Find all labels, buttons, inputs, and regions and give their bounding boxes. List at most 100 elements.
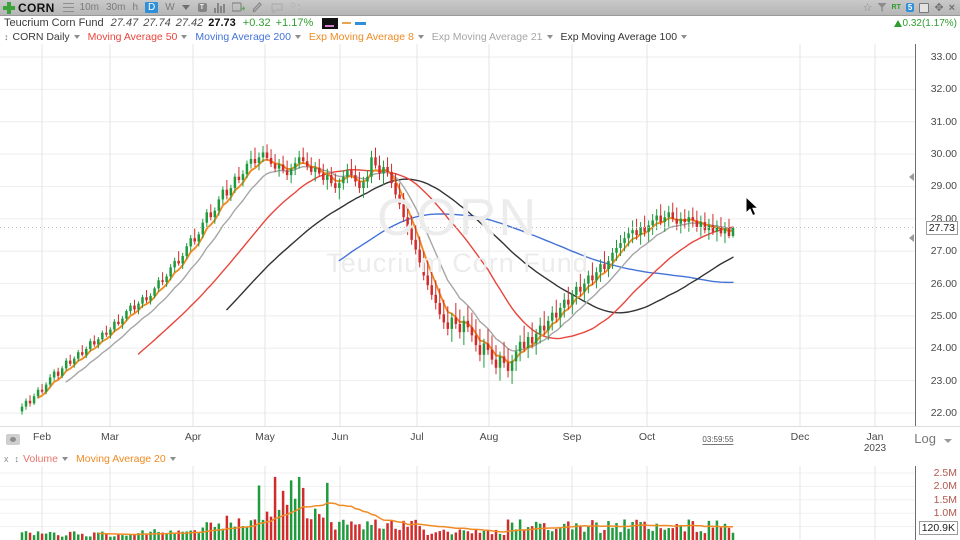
date-tick-label: Oct <box>638 431 656 443</box>
date-tick-label: Jun <box>331 431 349 443</box>
volume-axis[interactable]: 2.5M2.0M1.5M1.0M500.0K120.9K <box>915 466 960 540</box>
timeframe-10m[interactable]: 10m <box>79 2 99 13</box>
bar-chart-icon[interactable] <box>213 2 225 13</box>
date-tick-label: Jul <box>410 431 424 443</box>
volume-tick-label: 2.0M <box>933 480 957 493</box>
legend-symbol-label[interactable]: CORN Daily <box>12 31 70 43</box>
close-icon[interactable]: × <box>948 1 955 14</box>
chevron-down-icon[interactable] <box>546 35 553 39</box>
indicator-legend: ↕ CORN Daily Moving Average 50 Moving Av… <box>0 30 960 44</box>
text-tool-icon[interactable]: T <box>197 2 207 13</box>
price-tick-label: 23.00 <box>930 374 957 387</box>
timeframe-h[interactable]: h <box>132 2 139 13</box>
move-icon[interactable]: ✥ <box>934 2 944 14</box>
price-chart-svg <box>0 44 915 426</box>
titlebar-actions: ☆ RT 5 ✥ × <box>862 1 957 15</box>
price-tick-label: 30.00 <box>930 148 957 161</box>
volume-panel-header: x ↕ Volume Moving Average 20 <box>0 452 960 466</box>
volume-chart-pane[interactable]: 2.5M2.0M1.5M1.0M500.0K120.9K <box>0 466 960 540</box>
date-tick-label: Jan 2023 <box>863 431 887 454</box>
quote-last: 27.73 <box>208 17 236 29</box>
legend-ema8[interactable]: Exp Moving Average 8 <box>308 31 414 43</box>
snapshot-icon[interactable] <box>6 434 20 445</box>
quote-row: Teucrium Corn Fund 27.47 27.74 27.42 27.… <box>0 16 960 30</box>
quote-open: 27.47 <box>110 17 139 29</box>
date-tick-label: Sep <box>562 431 582 443</box>
timeframe-30m[interactable]: 30m <box>106 2 126 13</box>
legend-volume-ma20[interactable]: Moving Average 20 <box>76 453 166 465</box>
price-tick-label: 32.00 <box>930 83 957 96</box>
chevron-down-icon[interactable] <box>417 35 424 39</box>
updown-arrows-icon[interactable]: ↕ <box>14 454 20 464</box>
remove-volume-button[interactable]: x <box>4 454 9 464</box>
arrow-up-icon <box>893 19 902 27</box>
more-options-icon[interactable] <box>290 2 302 13</box>
quote-change: +0.32 <box>242 17 271 29</box>
price-tick-label: 26.00 <box>930 277 957 290</box>
date-tick-label: Feb <box>32 431 52 443</box>
window-titlebar: CORN 10m 30m h D W T ☆ RT 5 ✥ × <box>0 0 960 16</box>
price-tick-label: 22.00 <box>930 407 957 420</box>
price-tick-label: 31.00 <box>930 115 957 128</box>
quote-low: 27.42 <box>175 17 204 29</box>
updown-arrows-icon[interactable]: ↕ <box>4 32 9 42</box>
log-scale-button[interactable]: Log <box>914 431 936 446</box>
timeframe-d[interactable]: D <box>145 2 159 13</box>
date-tick-label: Mar <box>100 431 120 443</box>
date-tick-label: Aug <box>479 431 499 443</box>
date-tick-label: Dec <box>790 431 810 443</box>
color-swatch-blue <box>355 21 367 25</box>
draw-pencil-icon[interactable] <box>252 2 264 13</box>
annotation-icon[interactable] <box>271 2 283 13</box>
quote-high: 27.74 <box>143 17 171 29</box>
volume-chart-svg <box>0 466 915 540</box>
chevron-down-icon[interactable] <box>181 35 188 39</box>
chevron-down-icon[interactable] <box>681 35 688 39</box>
price-tick-label: 29.00 <box>930 180 957 193</box>
price-tick-label: 24.00 <box>930 342 957 355</box>
chevron-down-icon[interactable] <box>294 35 301 39</box>
quote-change-summary: 0.32(1.17%) <box>893 18 960 29</box>
chevron-down-icon[interactable] <box>181 5 190 10</box>
date-tick-label: Apr <box>184 431 202 443</box>
legend-volume[interactable]: Volume <box>23 453 59 465</box>
bar-countdown: 03:59:55 <box>702 435 734 445</box>
timeframe-w[interactable]: W <box>165 2 175 13</box>
filter-icon[interactable] <box>877 3 887 12</box>
color-swatch-black <box>322 17 339 29</box>
volume-tick-label: 2.5M <box>933 467 957 480</box>
symbol-title: CORN <box>18 0 55 15</box>
chevron-down-icon[interactable] <box>944 439 952 443</box>
price-tick-label: 33.00 <box>930 50 957 63</box>
quote-change-percent: +1.17% <box>275 17 314 29</box>
date-axis[interactable]: Feb Mar Apr May Jun Jul Aug Sep Oct Dec Jan 2023 03… <box>0 426 960 454</box>
current-price-tag: 27.73 <box>925 220 958 235</box>
add-icon[interactable] <box>3 1 15 14</box>
favorite-star-icon[interactable]: ☆ <box>862 2 873 14</box>
price-tick-label: 27.00 <box>930 245 957 258</box>
price-chart-pane[interactable]: CORN Teucrium Corn Fund 33.00 32.00 31.00 3… <box>0 44 960 426</box>
date-tick-label: May <box>255 431 275 443</box>
legend-ema21[interactable]: Exp Moving Average 21 <box>431 31 543 43</box>
add-indicator-icon[interactable] <box>231 2 245 13</box>
chevron-down-icon[interactable] <box>169 457 176 461</box>
volume-tick-label: 1.0M <box>933 507 957 520</box>
delay-badge[interactable]: 5 <box>905 3 915 12</box>
axis-marker-high <box>909 173 914 181</box>
menu-icon[interactable] <box>62 3 74 12</box>
axis-marker-price <box>909 234 914 242</box>
price-tick-label: 25.00 <box>930 309 957 322</box>
legend-ema100[interactable]: Exp Moving Average 100 <box>560 31 678 43</box>
company-name: Teucrium Corn Fund <box>4 17 104 29</box>
color-swatch-orange <box>342 22 352 24</box>
legend-ma200[interactable]: Moving Average 200 <box>195 31 291 43</box>
volume-tick-label: 1.5M <box>933 493 957 506</box>
chevron-down-icon[interactable] <box>73 35 80 39</box>
current-volume-tag: 120.9K <box>918 520 958 535</box>
realtime-badge: RT <box>891 4 901 11</box>
price-axis[interactable]: 33.00 32.00 31.00 30.00 29.00 28.00 27.00 26.00… <box>915 44 960 426</box>
legend-ma50[interactable]: Moving Average 50 <box>87 31 178 43</box>
save-icon[interactable] <box>919 2 930 13</box>
chevron-down-icon[interactable] <box>62 457 69 461</box>
